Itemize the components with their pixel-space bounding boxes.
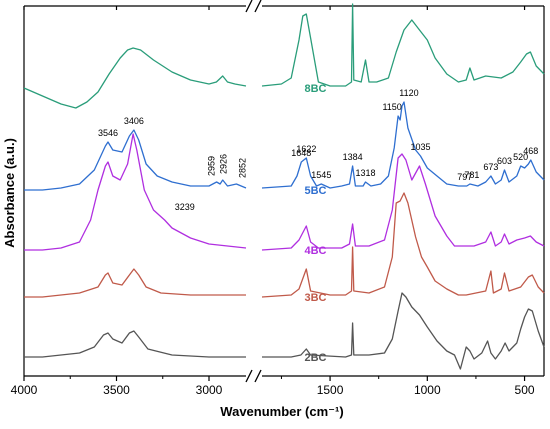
peak-label: 1648 — [291, 148, 311, 158]
peak-label: 2926 — [219, 154, 229, 174]
peak-label: 2959 — [207, 156, 217, 176]
series-line-8BC-left — [23, 47, 247, 109]
series-label-8BC: 8BC — [304, 83, 326, 95]
peak-label: 468 — [523, 146, 538, 156]
axis-break-bottom-a — [245, 369, 253, 383]
peak-label: 603 — [497, 156, 512, 166]
series-line-4BC-left — [24, 133, 247, 251]
peak-label: 673 — [483, 162, 498, 172]
series-line-5BC-right — [261, 101, 545, 189]
peak-label: 3239 — [175, 202, 195, 212]
x-tick-label: 4000 — [11, 383, 38, 397]
series-label-5BC: 5BC — [304, 185, 326, 197]
series-layer — [23, 3, 545, 370]
x-tick-label: 500 — [515, 383, 535, 397]
axes: 4000 3500 3000 1500 1000 500 — [11, 0, 545, 397]
series-label-2BC: 2BC — [304, 352, 326, 364]
axis-break-top-a — [245, 0, 253, 13]
peak-label: 3546 — [98, 128, 118, 138]
series-line-8BC-right — [261, 3, 545, 87]
peak-label: 520 — [513, 152, 528, 162]
series-line-3BC-right — [261, 192, 545, 298]
peak-label: 1384 — [343, 152, 363, 162]
y-axis-label: Absorbance (a.u.) — [2, 138, 17, 248]
series-line-2BC-right — [262, 292, 545, 370]
peak-label: 2852 — [237, 158, 247, 178]
peak-label: 1318 — [355, 168, 375, 178]
peak-label: 1622 — [296, 144, 316, 154]
peak-label: 3406 — [124, 116, 144, 126]
peak-label: 781 — [464, 170, 479, 180]
peak-label: 1150 — [382, 102, 401, 112]
axis-break-top-b — [254, 0, 262, 13]
series-line-2BC-left — [24, 330, 246, 358]
x-axis-label: Wavenumber (cm⁻¹) — [220, 404, 343, 419]
peak-label: 1545 — [311, 170, 331, 180]
x-tick-label: 1000 — [414, 383, 441, 397]
series-label-4BC: 4BC — [304, 245, 326, 257]
series-line-5BC-left — [24, 129, 247, 191]
peak-label: 797 — [457, 172, 472, 182]
axis-break-bottom-b — [254, 369, 262, 383]
x-tick-label: 3500 — [103, 383, 130, 397]
series-line-3BC-left — [24, 268, 246, 298]
x-tick-label: 3000 — [196, 383, 223, 397]
peak-label: 1035 — [410, 142, 430, 152]
x-tick-label: 1500 — [317, 383, 344, 397]
series-line-4BC-right — [261, 153, 545, 251]
peak-label: 1120 — [399, 88, 418, 98]
series-label-3BC: 3BC — [304, 292, 326, 304]
